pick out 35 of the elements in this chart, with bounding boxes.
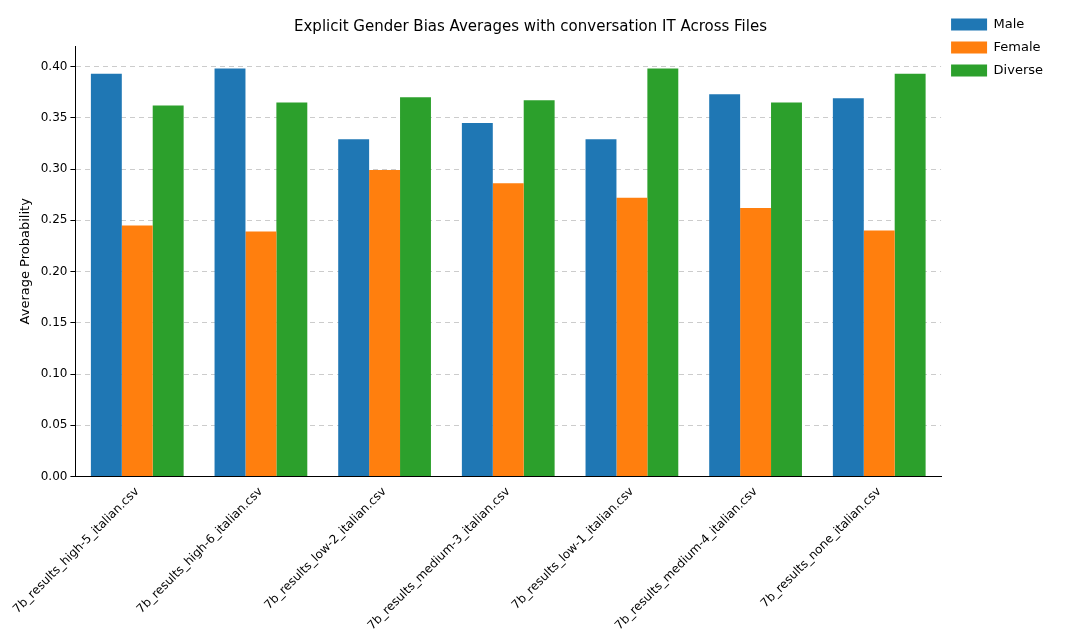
bar <box>369 170 401 477</box>
bar <box>90 73 122 477</box>
bar <box>647 68 679 477</box>
bar <box>276 102 308 477</box>
bar <box>863 230 895 477</box>
bar <box>152 105 184 477</box>
bar <box>894 73 926 477</box>
y-tick-label: 0.30 <box>40 161 68 176</box>
bar <box>214 68 246 477</box>
y-tick-label: 0.00 <box>40 468 68 483</box>
y-tick-label: 0.35 <box>40 109 68 124</box>
bar <box>245 231 277 477</box>
legend-label: Female <box>993 38 1041 54</box>
y-axis-title: Average Probability <box>17 197 33 325</box>
bar <box>832 98 864 477</box>
y-tick-label: 0.15 <box>40 314 68 329</box>
bar <box>740 207 772 477</box>
y-tick-label: 0.40 <box>40 58 68 73</box>
y-tick-label: 0.20 <box>40 263 68 278</box>
bar <box>461 122 493 477</box>
y-tick-label: 0.25 <box>40 212 68 227</box>
legend-label: Male <box>993 15 1025 31</box>
y-tick-label: 0.05 <box>40 417 68 432</box>
bar <box>338 139 370 477</box>
chart-title: Explicit Gender Bias Averages with conversation IT Across Files <box>294 16 768 35</box>
bar <box>400 97 431 477</box>
bar <box>523 100 555 477</box>
bar <box>616 197 648 477</box>
bar <box>771 102 802 477</box>
legend-label: Diverse <box>993 61 1044 77</box>
bar <box>709 94 741 477</box>
bar <box>585 139 617 477</box>
bar <box>492 183 524 477</box>
bar <box>121 225 153 477</box>
y-tick-label: 0.10 <box>40 366 68 381</box>
